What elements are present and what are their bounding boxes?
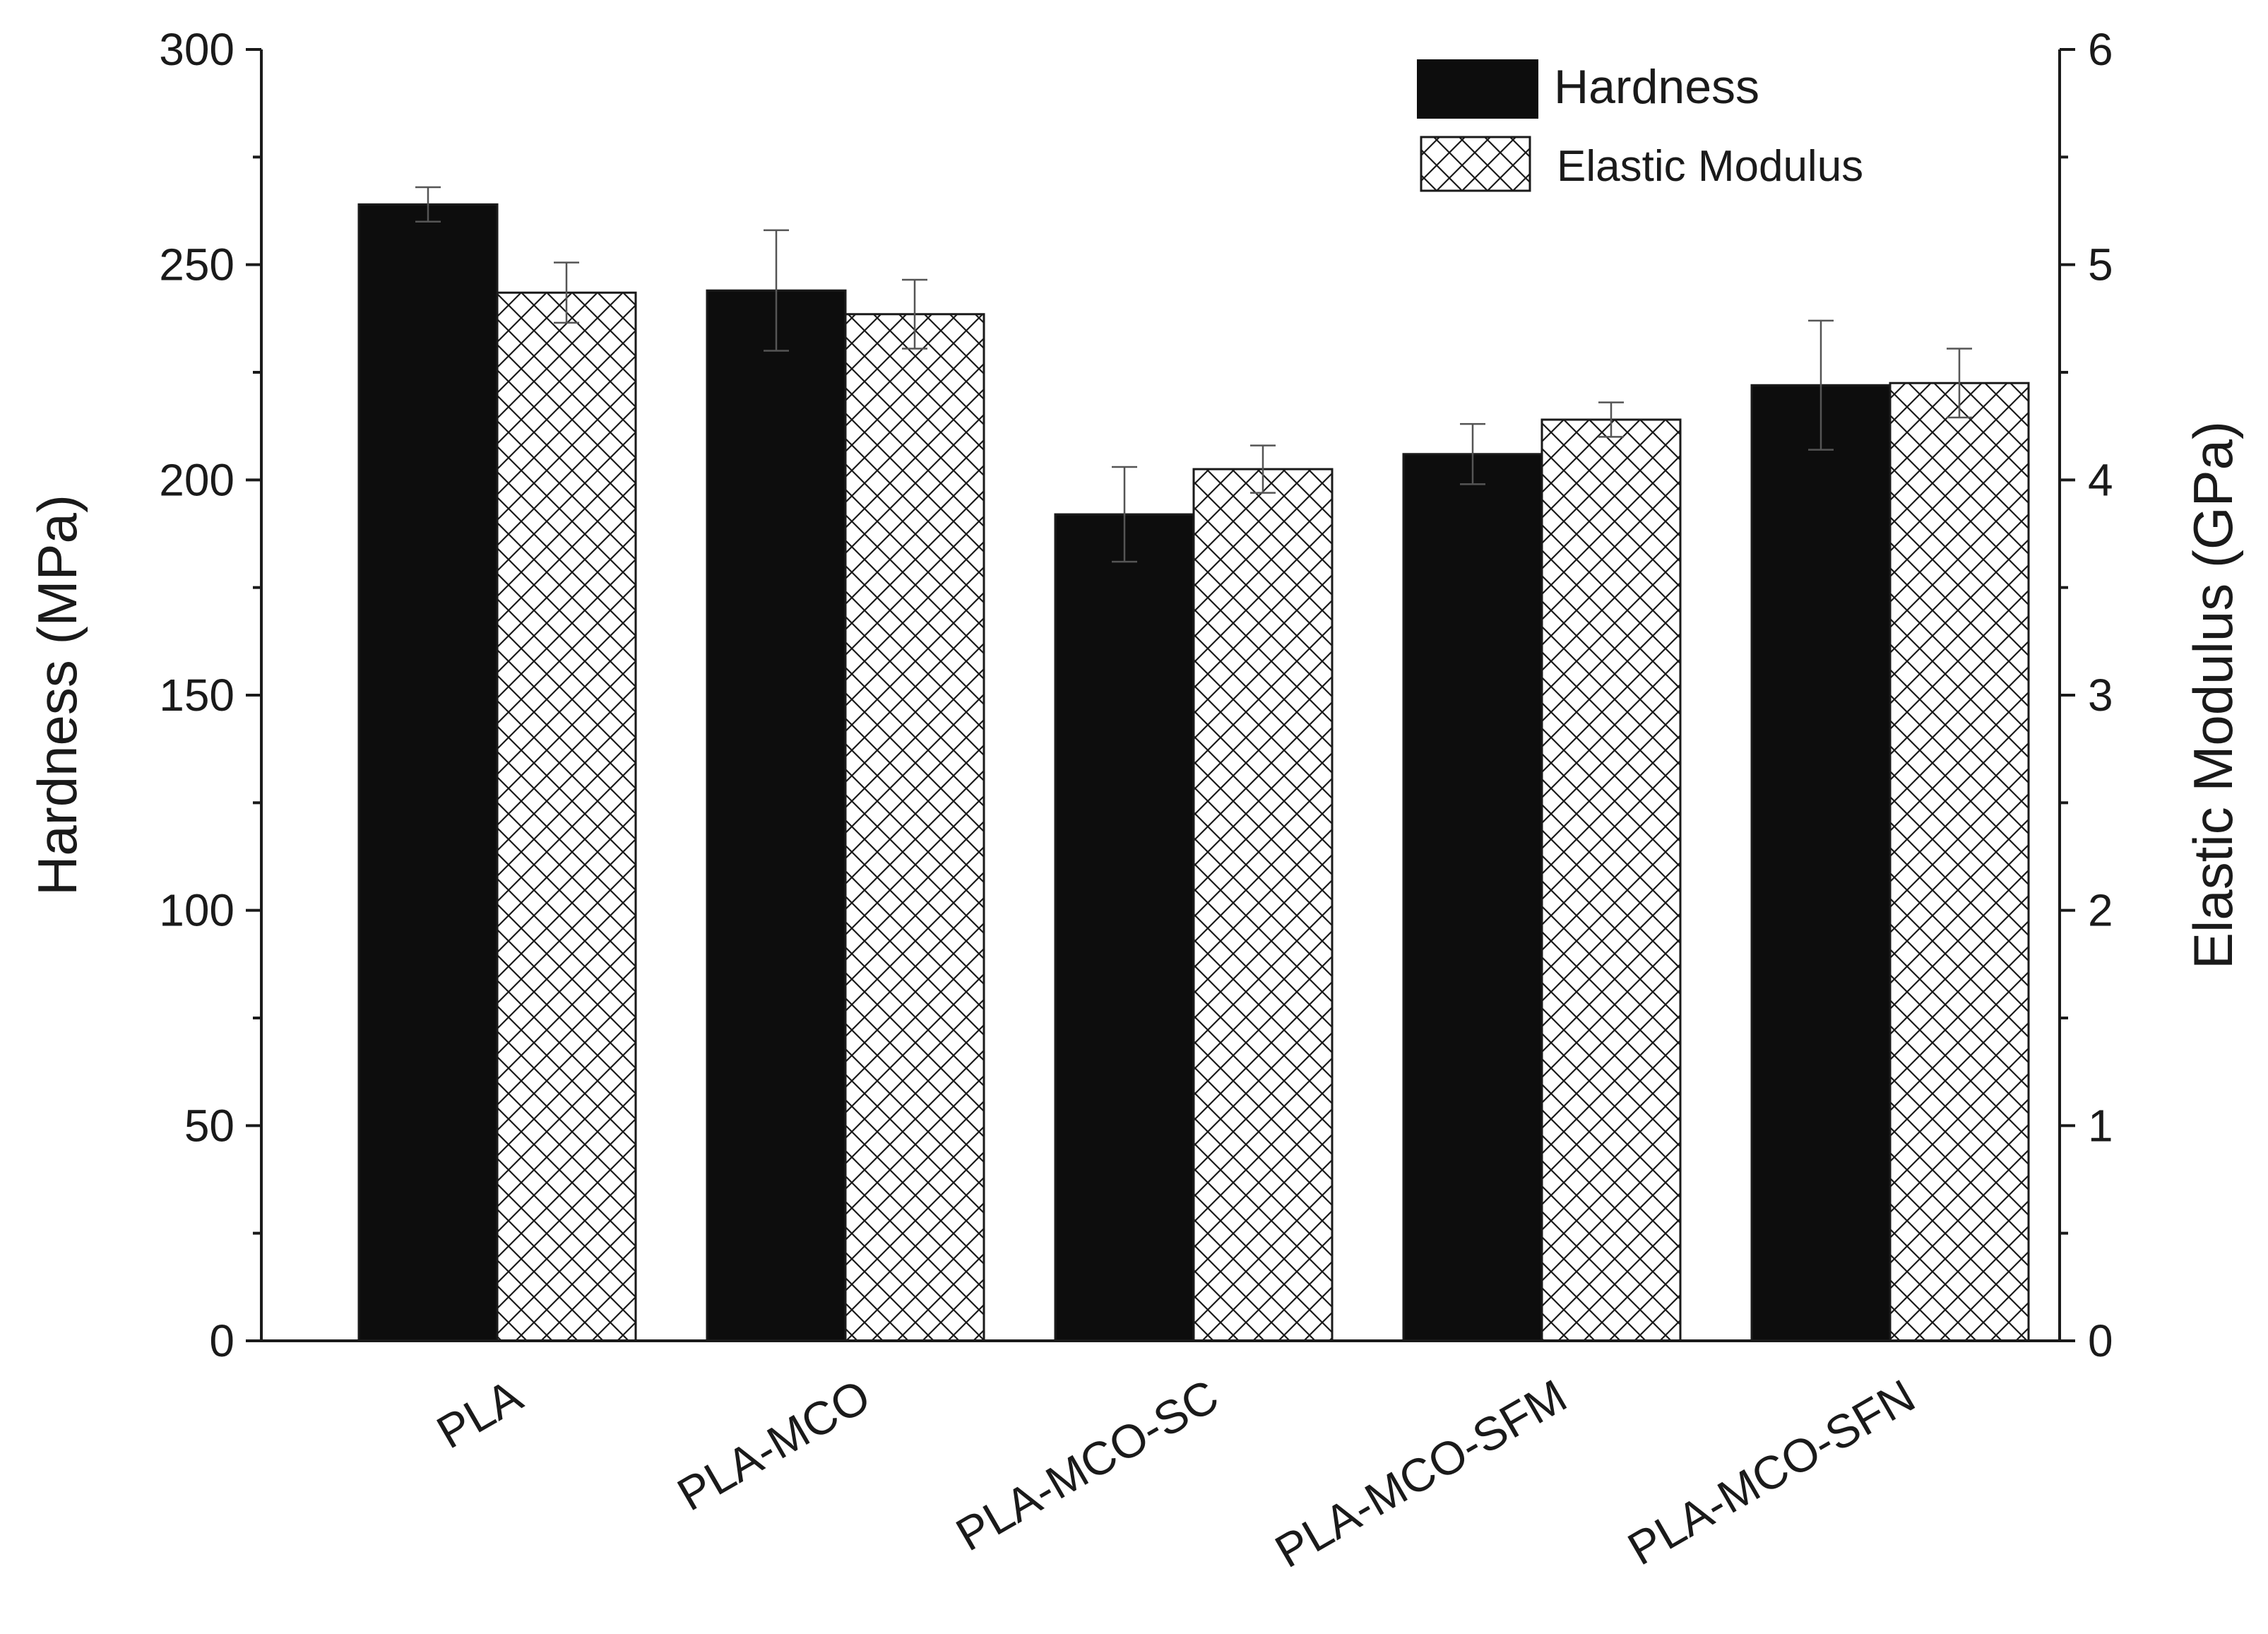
left-tick-label-6: 300	[159, 24, 234, 75]
hardness-bar-2	[1054, 513, 1195, 1342]
x-tick-label-1: PLA-MCO	[669, 1369, 879, 1520]
elastic-modulus-bar-1	[844, 313, 985, 1342]
legend: Hardness Elastic Modulus	[1417, 59, 1863, 192]
y2-axis-title: Elastic Modulus (GPa)	[2182, 421, 2244, 969]
error-bars-layer	[415, 186, 1972, 563]
left-tick-label-1: 50	[184, 1100, 234, 1151]
hardness-error-bar-3	[1460, 422, 1485, 485]
hardness-bar-0	[357, 203, 499, 1342]
elastic-modulus-bar-4	[1889, 381, 2030, 1342]
right-tick-label-3: 3	[2088, 670, 2113, 721]
left-tick-label-4: 200	[159, 454, 234, 505]
hardness-bar-1	[706, 289, 847, 1342]
legend-label-elastic-modulus: Elastic Modulus	[1557, 142, 1863, 191]
hardness-bar-3	[1402, 453, 1543, 1342]
left-tick-label-2: 100	[159, 885, 234, 936]
legend-swatch-hardness	[1417, 59, 1538, 119]
right-tick-label-6: 6	[2088, 24, 2113, 75]
right-tick-label-5: 5	[2088, 239, 2113, 290]
x-tick-label-0: PLA	[428, 1369, 530, 1458]
right-axis-ticks: 0 1 2 3 4 5 6	[2060, 24, 2113, 1366]
right-tick-label-1: 1	[2088, 1100, 2113, 1151]
left-tick-label-3: 150	[159, 670, 234, 721]
right-tick-label-4: 4	[2088, 454, 2113, 505]
left-axis-ticks: 0 50 100 150 200 250 300	[159, 24, 261, 1366]
right-tick-label-0: 0	[2088, 1315, 2113, 1366]
x-tick-label-2: PLA-MCO-SC	[947, 1369, 1227, 1561]
hardness-error-bar-2	[1112, 466, 1137, 563]
hardness-error-bar-0	[415, 186, 441, 223]
x-axis-tick-labels: PLA PLA-MCO PLA-MCO-SC PLA-MCO-SFM PLA-MCO-S…	[428, 1369, 1923, 1577]
elastic-modulus-bar-2	[1192, 468, 1334, 1342]
legend-label-hardness: Hardness	[1554, 60, 1759, 114]
elastic-modulus-error-bar-0	[554, 261, 579, 324]
elastic-modulus-error-bar-1	[902, 278, 927, 350]
x-tick-label-3: PLA-MCO-SFM	[1266, 1369, 1575, 1577]
left-tick-label-0: 0	[209, 1315, 234, 1366]
right-tick-label-2: 2	[2088, 885, 2113, 936]
elastic-modulus-error-bar-2	[1250, 444, 1276, 494]
x-tick-label-4: PLA-MCO-SFN	[1619, 1369, 1923, 1575]
hardness-bar-4	[1750, 384, 1892, 1342]
elastic-modulus-bar-3	[1540, 418, 1682, 1342]
elastic-modulus-bar-0	[496, 291, 637, 1342]
legend-swatch-elastic-modulus	[1420, 136, 1531, 192]
left-tick-label-5: 250	[159, 239, 234, 290]
y-axis-title: Hardness (MPa)	[26, 495, 88, 896]
hardness-error-bar-1	[764, 229, 789, 352]
bars-layer	[357, 203, 2030, 1342]
hardness-error-bar-4	[1808, 319, 1834, 451]
elastic-modulus-error-bar-3	[1598, 401, 1624, 438]
elastic-modulus-error-bar-4	[1947, 348, 1972, 419]
